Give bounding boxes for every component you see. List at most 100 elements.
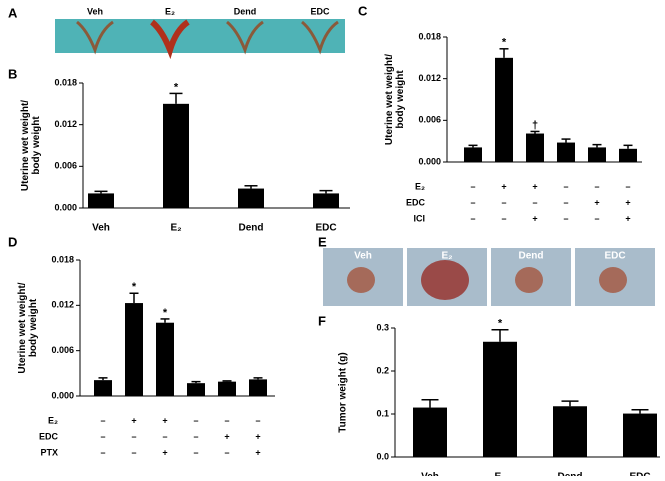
condition-value: – <box>563 213 568 223</box>
bar <box>495 57 513 163</box>
y-tick-label: 0.006 <box>54 161 77 171</box>
bar <box>553 406 587 457</box>
y-tick-label: 0.006 <box>51 345 74 355</box>
condition-value: – <box>224 447 229 457</box>
bar <box>94 380 112 396</box>
uterus-photo <box>226 20 264 55</box>
condition-value: – <box>131 447 136 457</box>
x-tick-label: EDC <box>629 472 650 476</box>
x-tick-label: E₂ <box>494 472 505 476</box>
bar <box>163 103 189 208</box>
photo-caption: E₂ <box>165 6 175 16</box>
condition-value: – <box>501 197 506 207</box>
condition-value: + <box>162 447 167 457</box>
photo-caption: E₂ <box>441 251 452 262</box>
condition-value: – <box>563 181 568 191</box>
condition-label: PTX <box>40 447 58 457</box>
bar <box>313 193 339 208</box>
condition-label: E₂ <box>415 181 425 191</box>
y-tick-label: 0.018 <box>54 77 77 87</box>
tumor <box>515 267 543 293</box>
significance-marker: * <box>502 37 507 49</box>
condition-label: E₂ <box>48 415 58 425</box>
condition-value: – <box>594 213 599 223</box>
bar <box>249 379 267 396</box>
bar <box>156 322 174 396</box>
panel-letter: D <box>8 234 17 249</box>
tumor <box>347 267 375 293</box>
y-tick-label: 0.012 <box>418 73 441 83</box>
bar <box>125 303 143 396</box>
significance-marker: † <box>532 119 538 131</box>
y-axis-label: Uterine wet weight/ <box>384 54 395 145</box>
uterus-photo <box>301 20 339 55</box>
condition-value: – <box>594 181 599 191</box>
bar <box>557 142 575 162</box>
uterus-photo <box>150 19 190 60</box>
bar <box>218 381 236 396</box>
condition-value: + <box>255 447 260 457</box>
condition-label: EDC <box>406 197 426 207</box>
panel-letter: F <box>318 313 326 328</box>
condition-label: ICI <box>413 213 425 223</box>
y-tick-label: 0.018 <box>418 31 441 41</box>
y-axis-label: Tumor weight (g) <box>338 352 349 432</box>
x-tick-label: E₂ <box>170 223 181 234</box>
y-axis-label: body weight <box>31 116 42 175</box>
bar <box>187 383 205 396</box>
bar <box>619 148 637 162</box>
x-tick-label: EDC <box>315 223 336 234</box>
y-tick-label: 0.000 <box>51 390 74 400</box>
condition-value: – <box>470 181 475 191</box>
y-tick-label: 0.006 <box>418 115 441 125</box>
y-tick-label: 0.012 <box>51 300 74 310</box>
condition-value: + <box>532 213 537 223</box>
condition-value: + <box>532 181 537 191</box>
condition-value: – <box>255 415 260 425</box>
y-axis-label: body weight <box>28 298 39 357</box>
photo-caption: Dend <box>519 251 544 262</box>
photo-caption: Veh <box>87 6 103 16</box>
bar <box>238 188 264 208</box>
x-tick-label: Veh <box>421 472 439 476</box>
condition-value: + <box>594 197 599 207</box>
condition-value: – <box>162 431 167 441</box>
condition-value: + <box>501 181 506 191</box>
x-tick-label: Dend <box>558 472 583 476</box>
uterus-photo <box>76 20 114 55</box>
y-tick-label: 0.018 <box>51 254 74 264</box>
photo-caption: EDC <box>604 251 625 262</box>
condition-value: – <box>625 181 630 191</box>
condition-value: – <box>563 197 568 207</box>
panel-letter: B <box>8 66 17 81</box>
bar <box>623 413 657 457</box>
photo-caption: EDC <box>310 6 330 16</box>
tumor <box>599 267 627 293</box>
x-tick-label: Veh <box>92 223 110 234</box>
uterus-photo-strip <box>55 19 345 53</box>
condition-value: – <box>532 197 537 207</box>
condition-value: + <box>255 431 260 441</box>
photo-caption: Veh <box>354 251 372 262</box>
bar <box>88 193 114 208</box>
condition-value: + <box>625 197 630 207</box>
significance-marker: * <box>174 81 179 93</box>
tumor <box>421 260 469 300</box>
bar <box>413 407 447 457</box>
significance-marker: * <box>132 281 137 293</box>
y-tick-label: 0.0 <box>376 451 389 461</box>
panel-letter: A <box>8 5 18 20</box>
bar <box>588 147 606 162</box>
significance-marker: * <box>163 307 168 319</box>
y-tick-label: 0.1 <box>376 408 389 418</box>
photo-caption: Dend <box>234 6 257 16</box>
x-tick-label: Dend <box>239 223 264 234</box>
bar <box>464 147 482 162</box>
y-tick-label: 0.000 <box>54 202 77 212</box>
condition-label: EDC <box>39 431 59 441</box>
y-axis-label: body weight <box>395 70 406 129</box>
y-tick-label: 0.000 <box>418 156 441 166</box>
condition-value: – <box>193 415 198 425</box>
condition-value: + <box>162 415 167 425</box>
condition-value: – <box>100 447 105 457</box>
